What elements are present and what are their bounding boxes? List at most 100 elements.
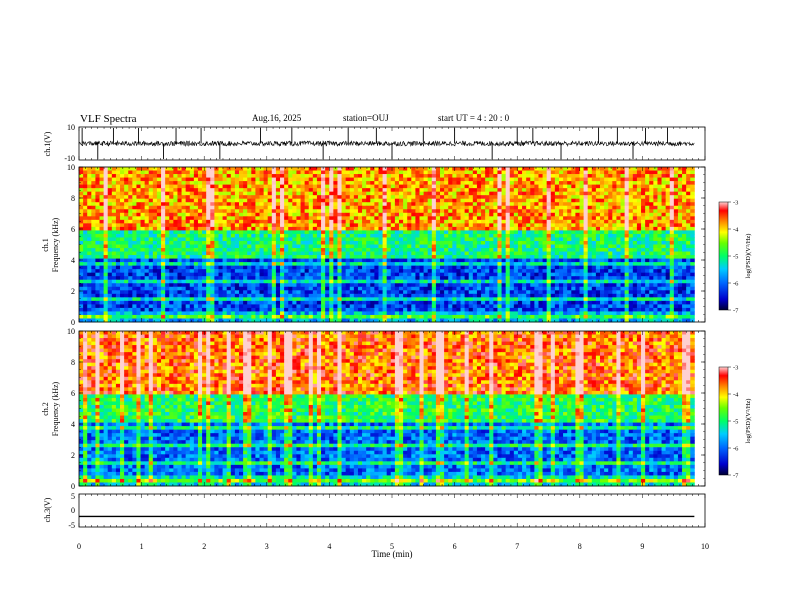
ch1-spectrogram-cell (333, 191, 338, 196)
ch1-spectrogram-cell (353, 265, 359, 270)
ch1-spectrogram-cell (427, 279, 433, 284)
ch1-spectrogram-cell (140, 244, 146, 249)
ch1-spectrogram-cell (271, 233, 277, 238)
ch1-spectrogram-cell (218, 255, 223, 259)
ch1-spectrogram-cell (152, 244, 158, 249)
ch1-spectrogram-cell (686, 188, 691, 193)
ch1-spectrogram-cell (288, 269, 293, 274)
ch1-spectrogram-cell (226, 258, 232, 263)
ch1-spectrogram-cell (243, 212, 248, 217)
ch1-spectrogram-cell (497, 251, 502, 256)
ch1-spectrogram-cell (427, 272, 433, 277)
ch1-spectrogram-cell (370, 251, 375, 256)
ch1-spectrogram-cell (284, 272, 289, 277)
ch1-spectrogram-cell (591, 198, 597, 203)
ch1-spectrogram-cell (193, 202, 199, 207)
ch1-spectrogram-cell (337, 237, 342, 242)
ch1-spectrogram-cell (558, 170, 564, 175)
ch1-spectrogram-cell (661, 202, 667, 207)
ch1-spectrogram-cell (386, 212, 392, 217)
ch1-spectrogram-cell (682, 265, 687, 270)
ch1-spectrogram-cell (325, 177, 330, 182)
ch1-spectrogram-cell (259, 191, 265, 196)
ch1-spectrogram-cell (538, 167, 543, 171)
ch1-spectrogram-cell (357, 262, 363, 267)
ch1-spectrogram-cell (362, 244, 367, 249)
ch1-spectrogram-cell (99, 209, 105, 214)
ch1-spectrogram-cell (288, 255, 293, 259)
ch1-spectrogram-cell (522, 170, 527, 175)
ch1-spectrogram-cell (292, 188, 297, 193)
ch1-spectrogram-cell (390, 269, 396, 274)
ch1-spectrogram-cell (526, 240, 531, 245)
ch1-spectrogram-cell (337, 255, 342, 259)
ch1-spectrogram-cell (641, 226, 646, 231)
ch1-spectrogram-cell (579, 251, 584, 256)
ch1-spectrogram-cell (124, 276, 129, 281)
ch1-spectrogram-cell (304, 167, 310, 171)
ch1-spectrogram-cell (95, 202, 100, 207)
ch1-spectrogram-cell (604, 219, 609, 224)
ch1-spectrogram-cell (87, 248, 92, 252)
ch1-spectrogram-cell (292, 216, 297, 221)
ch1-spectrogram-cell (202, 226, 207, 231)
ch1-spectrogram-cell (538, 181, 543, 186)
ch1-spectrogram-cell (493, 177, 498, 182)
ch1-spectrogram-cell (423, 265, 429, 270)
ch1-spectrogram-cell (259, 181, 265, 186)
ch1-spectrogram-cell (140, 262, 146, 267)
ch1-spectrogram-cell (165, 198, 170, 203)
ch1-spectrogram-cell (83, 188, 88, 193)
ch1-spectrogram-cell (386, 230, 392, 235)
ch1-spectrogram-cell (107, 174, 113, 178)
ch1-spectrogram-cell (407, 184, 412, 189)
ch1-spectrogram-cell (222, 202, 228, 207)
ch1-spectrogram-cell (563, 205, 568, 210)
ch1-spectrogram-cell (472, 198, 478, 203)
ch1-spectrogram-cell (308, 223, 314, 228)
ch1-spectrogram-cell (99, 262, 105, 267)
ch1-spectrogram-cell (571, 205, 576, 210)
ch1-spectrogram-cell (103, 283, 109, 288)
ch1-spectrogram-cell (243, 191, 248, 196)
ch1-spectrogram-cell (489, 198, 494, 203)
ch1-spectrogram-cell (226, 255, 232, 259)
ch1-spectrogram-cell (489, 226, 494, 231)
ch1-spectrogram-cell (665, 279, 671, 284)
ch1-spectrogram-cell (107, 167, 113, 171)
ch1-spectrogram-cell (152, 219, 158, 224)
ch1-spectrogram-cell (665, 255, 671, 259)
ch1-spectrogram-cell (546, 251, 552, 256)
ch1-spectrogram-cell (259, 233, 265, 238)
ch1-spectrogram-cell (292, 226, 297, 231)
ch1-spectrogram-cell (308, 255, 314, 259)
ch1-spectrogram-cell (280, 181, 285, 186)
ch1-spectrogram-cell (489, 237, 494, 242)
ch1-spectrogram-cell (165, 177, 170, 182)
ch1-spectrogram-cell (481, 240, 486, 245)
ch1-spectrogram-cell (103, 226, 109, 231)
ch1-spectrogram-cell (197, 198, 203, 203)
ch1-spectrogram-cell (468, 276, 474, 281)
ch1-spectrogram-cell (144, 184, 150, 189)
ch1-spectrogram-cell (427, 191, 433, 196)
ch1-spectrogram-cell (567, 240, 572, 245)
ch1-spectrogram-cell (415, 223, 420, 228)
ch1-spectrogram-cell (501, 258, 507, 263)
ch1-spectrogram-cell (316, 184, 322, 189)
ch1-spectrogram-cell (595, 230, 601, 235)
ch1-spectrogram-cell (87, 276, 92, 281)
ch1-spectrogram-cell (628, 198, 634, 203)
ch1-spectrogram-cell (690, 195, 695, 200)
ch1-spectrogram-cell (415, 191, 420, 196)
ch1-spectrogram-cell (382, 223, 388, 228)
ch1-spectrogram-cell (362, 219, 367, 224)
ch1-spectrogram-cell (275, 276, 281, 281)
ch1-spectrogram-cell (193, 170, 199, 175)
ch1-spectrogram-cell (333, 244, 338, 249)
ch1-spectrogram-cell (600, 191, 605, 196)
ch1-spectrogram-cell (128, 202, 133, 207)
ch1-spectrogram-cell (550, 212, 556, 217)
ch1-spectrogram-cell (665, 212, 671, 217)
ch1-spectrogram-cell (394, 244, 400, 249)
